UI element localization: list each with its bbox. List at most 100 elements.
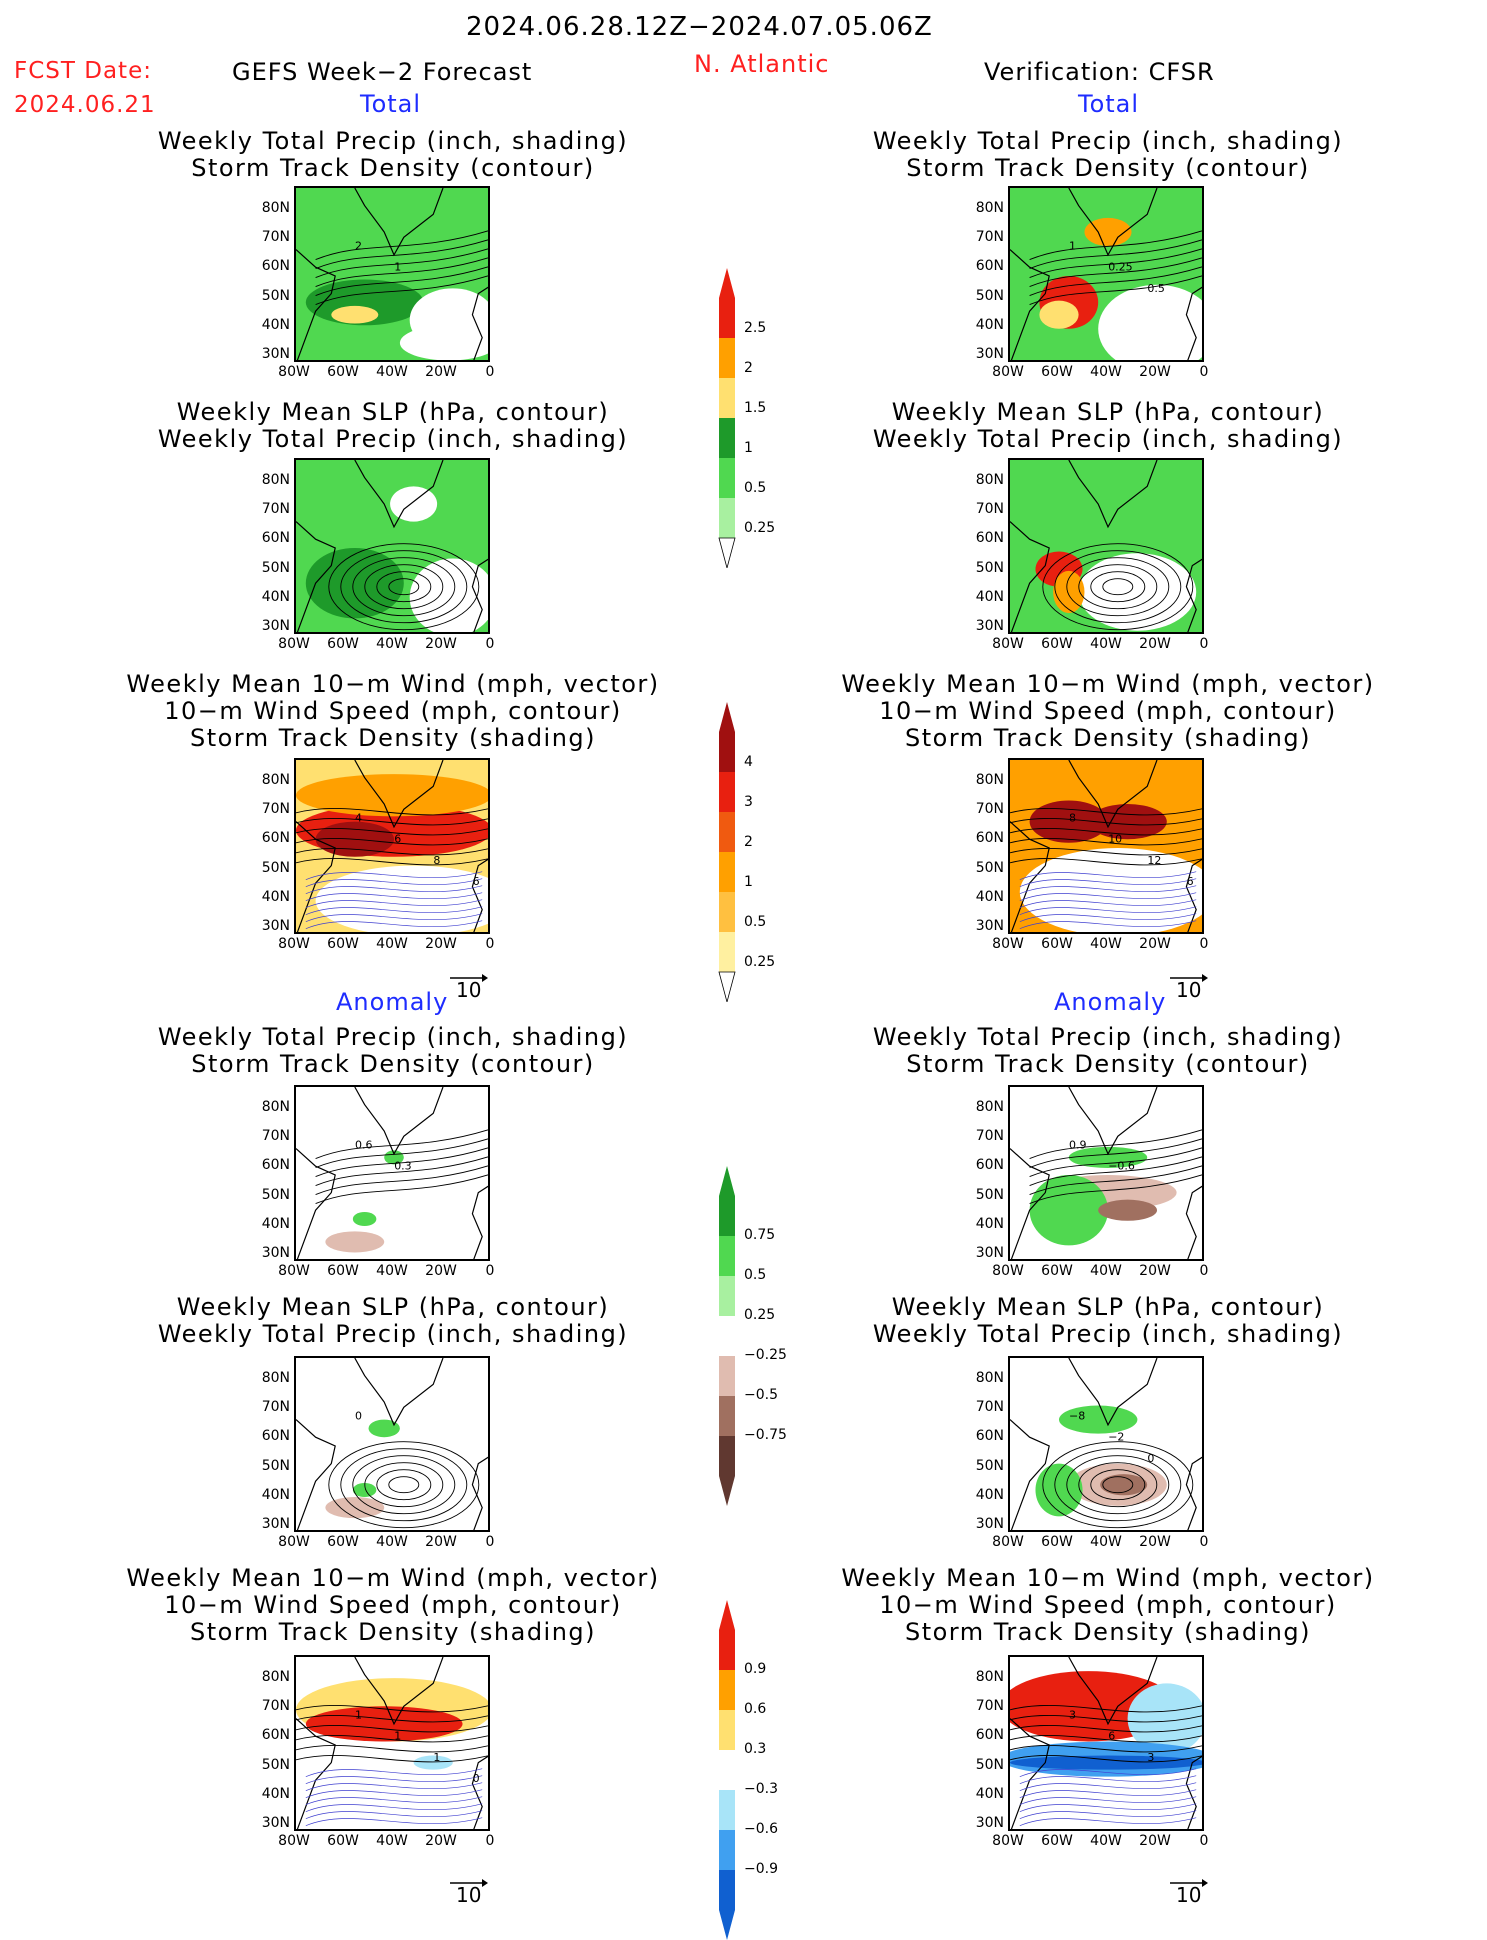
title-cfsr-total-precip: Weekly Total Precip (inch, shading) Stor… bbox=[828, 128, 1388, 182]
contour-label: 3 bbox=[1147, 1751, 1154, 1764]
map-panel bbox=[294, 458, 490, 634]
lon-tick-label: 20W bbox=[1139, 636, 1171, 652]
colorbar-cap bbox=[718, 537, 736, 568]
contour-line bbox=[388, 578, 420, 596]
vector-ref-label: 10 bbox=[456, 1883, 482, 1907]
wind-vector-streak bbox=[1019, 1775, 1197, 1785]
title-fcst-total-precip: Weekly Total Precip (inch, shading) Stor… bbox=[113, 128, 673, 182]
map-graphic: 21 bbox=[296, 188, 488, 360]
lon-tick-label: 40W bbox=[376, 364, 408, 380]
lat-tick-label: 40N bbox=[975, 1785, 1004, 1802]
lon-tick-label: 0 bbox=[1199, 936, 1209, 952]
wind-vector-streak bbox=[1019, 878, 1197, 888]
lat-tick-label: 50N bbox=[261, 859, 290, 876]
coastline-north-america bbox=[1010, 1148, 1050, 1259]
contour-line bbox=[296, 837, 488, 846]
coastline-greenland bbox=[354, 1358, 444, 1427]
wind-vector-streak bbox=[305, 920, 483, 930]
fcst-label: FCST Date: bbox=[14, 58, 152, 84]
contour-label: 1 bbox=[394, 1730, 401, 1743]
lat-tick-label: 80N bbox=[975, 772, 1004, 788]
colorbar-tick-label: 1 bbox=[744, 440, 753, 456]
contour-line bbox=[296, 857, 488, 866]
coastline-greenland bbox=[354, 1087, 444, 1156]
title-cfsr-total-wind: Weekly Mean 10−m Wind (mph, vector) 10−m… bbox=[828, 671, 1388, 752]
title-fcst-anom-slp: Weekly Mean SLP (hPa, contour) Weekly To… bbox=[113, 1294, 673, 1348]
map-graphic bbox=[296, 460, 488, 632]
contour-label: 1 bbox=[1069, 240, 1076, 253]
right-title: Verification: CFSR bbox=[984, 58, 1215, 86]
wind-vector-streak bbox=[305, 1803, 483, 1813]
shaded-region bbox=[390, 486, 438, 522]
contour-line bbox=[296, 1734, 488, 1743]
wind-vector-streak bbox=[1019, 1817, 1197, 1827]
lat-tick-label: 60N bbox=[975, 530, 1004, 547]
shaded-region bbox=[1098, 284, 1202, 360]
lon-tick-label: 60W bbox=[327, 636, 359, 652]
lat-tick-label: 70N bbox=[261, 1128, 290, 1145]
colorbar-segment bbox=[719, 1870, 735, 1910]
colorbar-tick-label: −0.75 bbox=[744, 1427, 787, 1443]
title-line: Weekly Mean SLP (hPa, contour) bbox=[891, 398, 1325, 426]
contour-line bbox=[1029, 230, 1202, 261]
contour-line bbox=[328, 543, 480, 631]
contour-line bbox=[1029, 266, 1202, 297]
lon-tick-label: 40W bbox=[376, 936, 408, 952]
lat-tick-label: 60N bbox=[975, 1428, 1004, 1445]
title-line: Storm Track Density (contour) bbox=[906, 154, 1310, 182]
lon-tick-label: 40W bbox=[376, 636, 408, 652]
lon-tick-label: 60W bbox=[1041, 1263, 1073, 1279]
contour-line bbox=[296, 1744, 488, 1753]
coastline-europe-africa bbox=[471, 558, 488, 632]
lon-tick-label: 40W bbox=[376, 1833, 408, 1849]
map-graphic: 4 6 8 6 bbox=[296, 760, 488, 932]
wind-vector-streak bbox=[305, 892, 483, 902]
lon-tick-label: 80W bbox=[992, 1263, 1024, 1279]
title-line: 10−m Wind Speed (mph, contour) bbox=[164, 697, 622, 725]
coastline-greenland bbox=[1068, 1087, 1158, 1156]
lon-tick-label: 60W bbox=[327, 1833, 359, 1849]
contour-line bbox=[1029, 1165, 1202, 1196]
lat-tick-label: 70N bbox=[261, 229, 290, 246]
lon-tick-label: 80W bbox=[992, 1833, 1024, 1849]
coastline-greenland bbox=[354, 1657, 444, 1726]
title-line: Storm Track Density (contour) bbox=[191, 1050, 595, 1078]
lat-tick-label: 60N bbox=[261, 258, 290, 275]
contour-line bbox=[296, 1724, 488, 1733]
colorbar-tick-label: 0.75 bbox=[744, 1227, 776, 1243]
wind-vector-streak bbox=[305, 1768, 483, 1778]
contour-line bbox=[1010, 1704, 1202, 1713]
lon-tick-label: 40W bbox=[1090, 1534, 1122, 1550]
colorbar-tick-label: 0.25 bbox=[744, 954, 776, 970]
lon-tick-label: 20W bbox=[1139, 1534, 1171, 1550]
contour-line bbox=[296, 847, 488, 856]
contour-label: 6 bbox=[1108, 1730, 1115, 1743]
contour-line bbox=[1042, 1441, 1194, 1529]
lon-tick-label: 80W bbox=[992, 364, 1024, 380]
contour-line bbox=[1010, 827, 1202, 836]
lat-tick-label: 40N bbox=[975, 1486, 1004, 1503]
lat-tick-label: 50N bbox=[975, 1756, 1004, 1773]
title-line: Weekly Total Precip (inch, shading) bbox=[157, 425, 629, 453]
colorbar-tick-label: 2 bbox=[744, 834, 753, 850]
contour-line bbox=[1010, 1734, 1202, 1743]
contour-line bbox=[296, 827, 488, 836]
contour-line bbox=[296, 807, 488, 816]
lat-tick-label: 50N bbox=[975, 1457, 1004, 1474]
coastline-greenland bbox=[1068, 460, 1158, 529]
title-line: Storm Track Density (shading) bbox=[189, 1618, 597, 1646]
lon-tick-label: 60W bbox=[327, 936, 359, 952]
lat-tick-label: 40N bbox=[975, 588, 1004, 605]
contour-line bbox=[315, 230, 488, 261]
coastline-europe-africa bbox=[1185, 1185, 1202, 1259]
colorbar-cap bbox=[719, 1600, 735, 1630]
lon-tick-label: 0 bbox=[1199, 364, 1209, 380]
lat-tick-label: 70N bbox=[261, 801, 290, 818]
lat-tick-label: 60N bbox=[261, 830, 290, 847]
shaded-region bbox=[325, 1231, 385, 1253]
coastline-greenland bbox=[354, 460, 444, 529]
shaded-region bbox=[399, 325, 488, 360]
title-line: Storm Track Density (contour) bbox=[191, 154, 595, 182]
lon-tick-label: 80W bbox=[278, 364, 310, 380]
